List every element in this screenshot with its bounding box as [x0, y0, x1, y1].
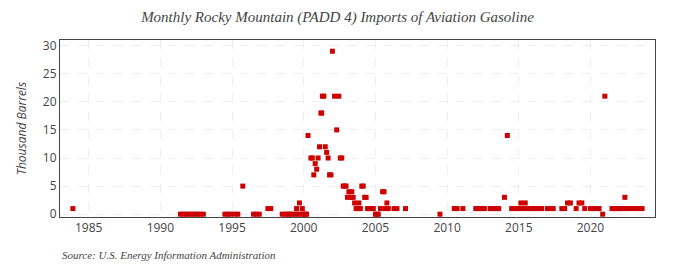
svg-text:Monthly Rocky Mountain (PADD 4: Monthly Rocky Mountain (PADD 4) Imports …	[140, 9, 534, 26]
svg-text:Source: U.S. Energy Informatio: Source: U.S. Energy Information Administ…	[62, 249, 276, 261]
svg-text:2020: 2020	[577, 219, 605, 236]
svg-text:20: 20	[43, 93, 57, 110]
svg-text:1985: 1985	[75, 219, 103, 236]
svg-text:0: 0	[50, 205, 57, 222]
svg-text:1990: 1990	[147, 219, 175, 236]
svg-text:10: 10	[43, 149, 57, 166]
svg-text:Thousand Barrels: Thousand Barrels	[13, 82, 30, 175]
svg-text:2000: 2000	[290, 219, 318, 236]
svg-text:5: 5	[50, 177, 57, 194]
svg-text:1995: 1995	[218, 219, 246, 236]
svg-text:2015: 2015	[505, 219, 533, 236]
svg-text:2010: 2010	[433, 219, 461, 236]
svg-text:25: 25	[43, 65, 57, 82]
svg-text:15: 15	[43, 121, 57, 138]
svg-text:2005: 2005	[362, 219, 390, 236]
svg-text:30: 30	[43, 37, 57, 54]
